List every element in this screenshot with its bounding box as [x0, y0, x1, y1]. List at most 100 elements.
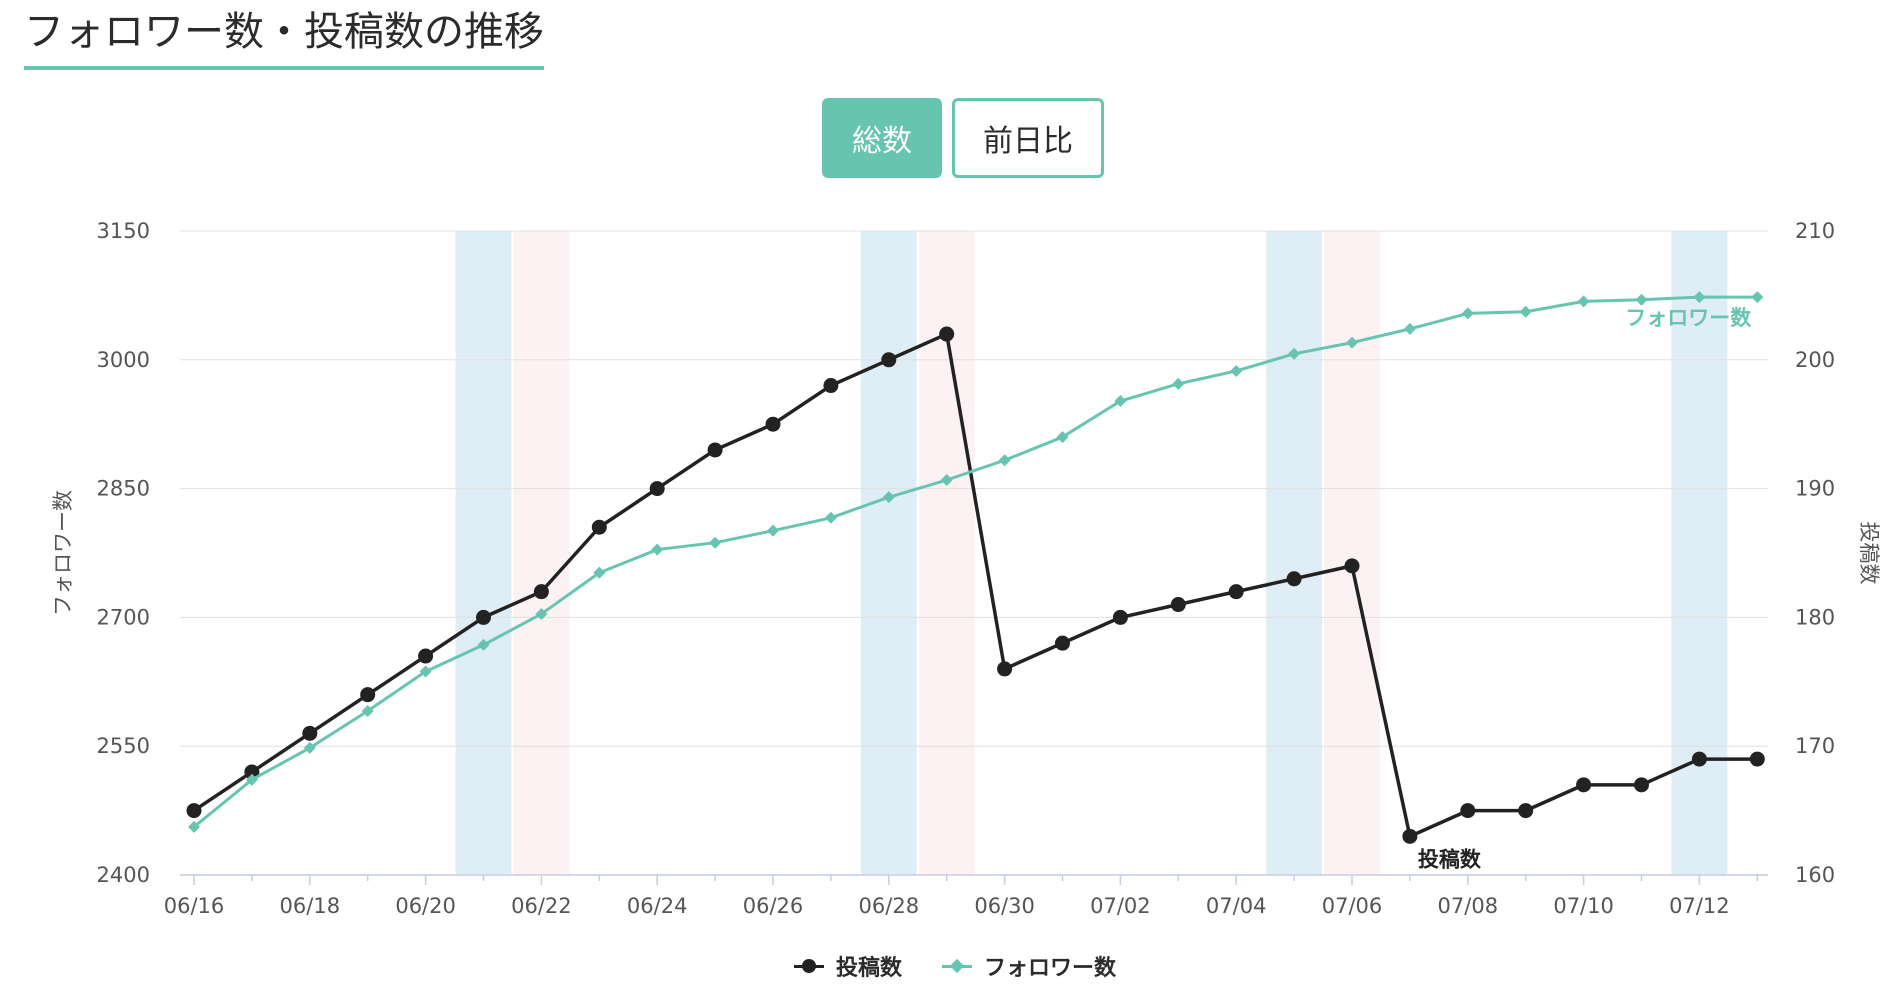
data-point-followers: [998, 454, 1011, 467]
y-left-tick-label: 3150: [97, 219, 150, 243]
x-tick-label: 06/18: [280, 894, 341, 918]
x-tick-label: 07/06: [1322, 894, 1383, 918]
x-tick-label: 06/30: [974, 894, 1035, 918]
posts-legend-swatch-icon: [794, 959, 824, 973]
data-point-followers: [361, 704, 374, 717]
data-point-followers: [1693, 291, 1706, 304]
series-line-followers: [193, 295, 1758, 829]
y-right-tick-label: 190: [1795, 477, 1835, 501]
data-point-followers: [477, 638, 490, 651]
x-tick-label: 07/10: [1553, 894, 1614, 918]
series-end-labels: 投稿数 フォロワー数: [1418, 306, 1752, 871]
data-point-followers: [1288, 347, 1301, 360]
weekend-band-sunday: [513, 231, 570, 875]
data-point-followers: [593, 566, 606, 579]
data-point-posts: [1691, 751, 1707, 767]
data-point-posts: [997, 661, 1013, 677]
legend-followers-label: フォロワー数: [984, 956, 1117, 981]
data-point-followers: [1403, 322, 1416, 335]
x-tick-label: 07/12: [1669, 894, 1730, 918]
data-point-followers: [1577, 295, 1590, 308]
data-point-posts: [881, 352, 897, 368]
data-point-posts: [823, 378, 839, 394]
legend-item-followers[interactable]: フォロワー数: [942, 950, 1116, 982]
data-point-posts: [1518, 803, 1534, 819]
data-point-followers: [1346, 336, 1358, 349]
chart-legend: 投稿数 フォロワー数: [794, 950, 1116, 982]
series-layer: [186, 291, 1765, 844]
data-point-posts: [418, 648, 434, 664]
series-line-posts: [193, 332, 1758, 839]
data-point-posts: [360, 687, 376, 703]
follower-post-trend-chart: 06/16 06/18 06/20 06/22 06/24 06/26 06/28 06/30…: [51, 219, 1881, 918]
y-right-tick-label: 170: [1795, 734, 1835, 758]
x-axis: 06/16 06/18 06/20 06/22 06/24 06/26 06/28 06/30…: [164, 874, 1768, 918]
y-axis-right: 160 170 180 190 200 210 投稿数: [1795, 219, 1881, 887]
data-point-posts: [302, 725, 318, 741]
y-left-tick-label: 3000: [97, 348, 150, 372]
legend-item-posts[interactable]: 投稿数: [794, 950, 902, 982]
data-point-followers: [940, 474, 953, 487]
data-point-followers: [303, 741, 316, 754]
data-point-followers: [1461, 307, 1474, 320]
data-point-posts: [1402, 828, 1418, 844]
data-point-posts: [1460, 803, 1476, 819]
y-left-tick-label: 2400: [97, 863, 150, 887]
data-point-followers: [767, 524, 779, 537]
y-left-tick-label: 2550: [97, 734, 150, 758]
daily-diff-toggle-button[interactable]: 前日比: [952, 98, 1104, 178]
data-point-followers: [1519, 305, 1532, 318]
data-point-followers: [188, 820, 200, 833]
y-right-axis-title: 投稿数: [1857, 522, 1881, 585]
data-point-followers: [882, 491, 895, 504]
data-point-posts: [186, 803, 202, 819]
data-point-posts: [1634, 777, 1649, 793]
data-point-posts: [476, 609, 491, 625]
x-tick-label: 06/22: [511, 894, 572, 918]
data-point-followers: [1172, 377, 1185, 390]
data-point-posts: [707, 442, 723, 458]
data-point-followers: [709, 536, 722, 549]
data-point-posts: [1344, 558, 1360, 574]
y-right-tick-label: 210: [1795, 219, 1835, 243]
data-point-posts: [939, 326, 955, 342]
data-point-followers: [419, 665, 432, 678]
data-point-followers: [1751, 291, 1764, 304]
data-point-followers: [651, 543, 664, 556]
y-right-tick-label: 160: [1795, 863, 1835, 887]
data-point-posts: [1576, 777, 1592, 793]
followers-end-label: フォロワー数: [1625, 306, 1752, 330]
weekend-bands: [455, 231, 1728, 875]
total-toggle-button[interactable]: 総数: [822, 98, 942, 178]
data-point-posts: [1170, 597, 1186, 613]
weekend-band-saturday: [860, 231, 917, 875]
x-tick-label: 06/28: [859, 894, 920, 918]
data-point-followers: [535, 607, 548, 620]
data-point-posts: [1286, 571, 1302, 587]
data-point-posts: [1749, 751, 1765, 767]
data-point-followers: [1114, 395, 1127, 408]
x-tick-label: 06/16: [164, 894, 225, 918]
y-right-tick-label: 200: [1795, 348, 1835, 372]
y-axis-left: 2400 2550 2700 2850 3000 3150 フォロワー数: [51, 219, 150, 887]
y-left-axis-title: フォロワー数: [51, 490, 75, 616]
y-right-tick-label: 180: [1795, 605, 1835, 629]
data-point-posts: [765, 416, 781, 432]
x-tick-label: 07/04: [1206, 894, 1267, 918]
followers-legend-swatch-icon: [942, 958, 973, 974]
data-point-followers: [1056, 431, 1069, 444]
x-tick-label: 07/02: [1090, 894, 1151, 918]
data-point-posts: [1112, 609, 1128, 625]
data-point-followers: [1230, 364, 1243, 377]
x-tick-label: 06/26: [743, 894, 804, 918]
data-point-posts: [649, 481, 665, 497]
x-tick-label: 07/08: [1438, 894, 1499, 918]
y-left-tick-label: 2850: [97, 477, 150, 501]
x-tick-label: 06/24: [627, 894, 688, 918]
data-point-posts: [244, 764, 260, 780]
posts-end-label: 投稿数: [1418, 847, 1482, 871]
data-point-posts: [1055, 635, 1070, 651]
page-title: フォロワー数・投稿数の推移: [24, 4, 544, 70]
data-point-posts: [591, 519, 607, 535]
view-toggle-group: 総数 前日比: [822, 98, 1104, 178]
